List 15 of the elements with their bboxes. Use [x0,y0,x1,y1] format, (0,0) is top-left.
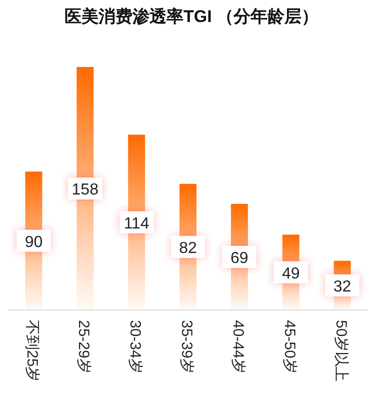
x-tick-label: 40-44岁 [229,320,246,374]
data-label: 32 [333,278,352,296]
x-tick-label: 35-39岁 [178,320,195,374]
x-tick-label: 50岁以上 [332,320,350,382]
data-label: 114 [124,215,150,232]
chart-title: 医美消费渗透率TGI （分年龄层） [64,7,319,26]
x-tick-label: 30-34岁 [126,320,144,374]
data-label: 49 [282,265,300,282]
data-label: 82 [179,240,197,257]
x-tick-label: 不到25岁 [24,320,41,382]
data-label: 158 [72,182,99,198]
x-tick-label: 45-50岁 [280,320,298,374]
data-label: 69 [230,250,248,267]
x-tick-label: 25-29岁 [75,320,92,374]
data-label: 90 [24,234,43,251]
